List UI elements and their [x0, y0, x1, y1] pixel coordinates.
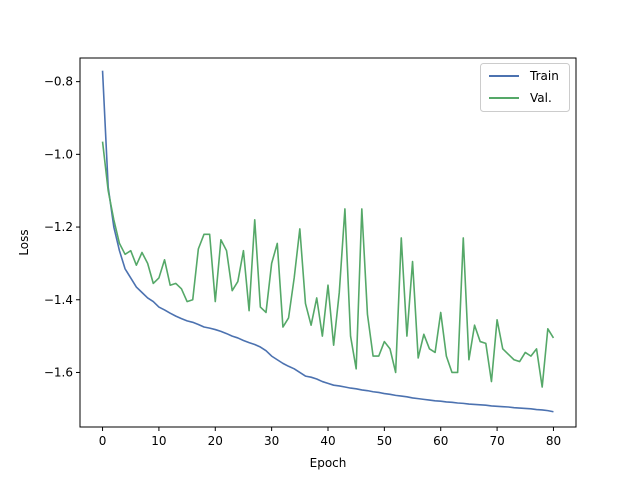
x-tick-label: 30 — [264, 434, 279, 448]
y-axis-label: Loss — [17, 229, 31, 255]
y-tick-label: −1.4 — [44, 293, 73, 307]
x-tick-label: 40 — [320, 434, 335, 448]
plot-lines — [101, 70, 555, 413]
x-tick-label: 60 — [433, 434, 448, 448]
legend-train-label: Train — [529, 69, 559, 83]
x-tick-label: 70 — [489, 434, 504, 448]
y-tick-label: −1.0 — [44, 147, 73, 161]
y-axis-ticks: −1.6 −1.4 −1.2 −1.0 −0.8 — [44, 75, 80, 379]
x-axis-label: Epoch — [310, 456, 347, 470]
y-tick-label: −1.2 — [44, 220, 73, 234]
series-line-val — [101, 141, 555, 388]
x-tick-label: 50 — [377, 434, 392, 448]
x-tick-label: 10 — [151, 434, 166, 448]
x-axis-ticks: 0 10 20 30 40 50 60 70 80 — [99, 427, 561, 448]
x-tick-label: 20 — [208, 434, 223, 448]
legend-val-label: Val. — [530, 91, 552, 105]
x-tick-label: 80 — [546, 434, 561, 448]
y-tick-label: −0.8 — [44, 75, 73, 89]
legend: Train Val. — [480, 63, 570, 112]
plot-area-frame — [79, 57, 577, 428]
series-line-train — [101, 70, 554, 413]
x-tick-label: 0 — [99, 434, 107, 448]
y-tick-label: −1.6 — [44, 365, 73, 379]
